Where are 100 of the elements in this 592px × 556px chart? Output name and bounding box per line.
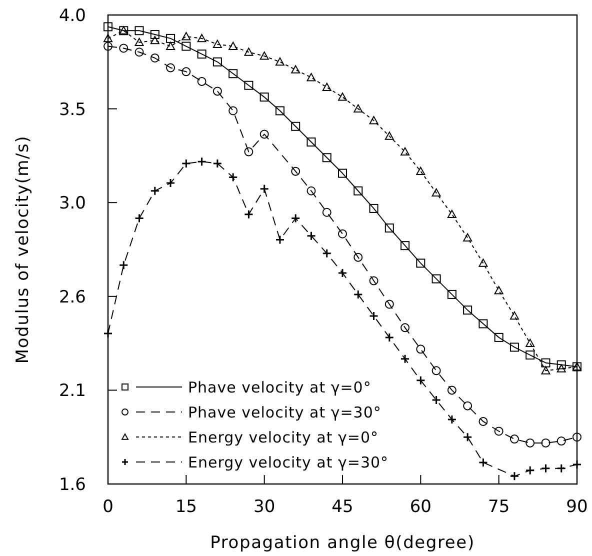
point <box>119 44 128 53</box>
point <box>556 360 566 370</box>
x-tick-label: 15 <box>175 497 197 517</box>
point <box>166 42 176 50</box>
point <box>150 53 160 62</box>
point <box>400 354 410 364</box>
x-axis-title: Propagation angle θ(degree) <box>210 533 475 553</box>
point <box>369 116 378 124</box>
point <box>322 82 332 92</box>
point <box>572 432 582 442</box>
point <box>432 188 441 197</box>
point <box>212 40 222 48</box>
point <box>197 76 206 86</box>
point <box>244 80 254 90</box>
point <box>166 34 176 43</box>
point <box>244 210 254 220</box>
legend-label: Energy velocity at γ=0° <box>188 428 379 446</box>
point <box>354 186 363 196</box>
y-tick-label: 2.1 <box>58 381 86 402</box>
point <box>260 184 270 194</box>
point <box>478 416 488 426</box>
x-tick-label: 30 <box>254 497 276 517</box>
point <box>478 258 488 267</box>
y-tick-label: 4.0 <box>58 6 86 26</box>
point <box>150 30 160 40</box>
y-axis-title: Modulus of velocity(m/s) <box>13 135 33 364</box>
point <box>260 52 269 60</box>
point <box>494 426 504 436</box>
x-tick-label: 45 <box>332 497 354 517</box>
point <box>494 332 504 342</box>
point <box>322 208 332 217</box>
point <box>432 395 442 405</box>
point <box>400 147 410 156</box>
legend-label: Phave velocity at γ=0° <box>188 378 372 396</box>
point <box>354 104 363 112</box>
point <box>104 42 112 51</box>
point <box>150 36 160 44</box>
point <box>510 342 519 352</box>
point <box>275 106 284 116</box>
point <box>104 34 112 42</box>
point <box>526 338 535 347</box>
point <box>353 290 363 300</box>
point <box>104 22 112 32</box>
point <box>556 436 566 446</box>
point <box>384 224 394 233</box>
point <box>541 358 550 368</box>
point <box>118 260 128 270</box>
point <box>306 186 316 196</box>
point <box>384 300 394 309</box>
point <box>166 63 176 72</box>
point <box>134 26 144 36</box>
point <box>244 48 254 56</box>
point <box>432 366 441 376</box>
point <box>291 65 300 74</box>
point <box>447 290 456 299</box>
point <box>510 311 519 320</box>
point <box>197 34 206 42</box>
point <box>291 166 300 176</box>
point <box>556 464 566 474</box>
point <box>212 86 222 96</box>
point <box>556 364 566 372</box>
point <box>432 274 441 284</box>
point <box>322 153 332 162</box>
point <box>182 67 191 76</box>
point <box>416 166 426 176</box>
point <box>541 366 550 374</box>
point <box>510 434 519 444</box>
point <box>447 210 456 218</box>
x-tick-label: 90 <box>566 497 588 517</box>
point <box>182 32 191 40</box>
point <box>322 248 332 258</box>
y-tick-label: 3.5 <box>58 100 86 120</box>
legend-label: Phave velocity at γ=30° <box>188 403 382 422</box>
point <box>197 156 207 166</box>
y-tick-label: 1.6 <box>58 474 86 495</box>
point <box>384 132 394 140</box>
point <box>369 311 379 321</box>
point <box>447 414 457 424</box>
point <box>478 319 488 328</box>
point <box>150 186 160 196</box>
point <box>338 92 347 101</box>
point <box>260 92 269 102</box>
point <box>463 233 472 242</box>
point <box>228 106 238 116</box>
point <box>354 252 363 262</box>
point <box>134 48 144 57</box>
point <box>338 168 347 178</box>
point <box>338 268 348 278</box>
point <box>463 401 472 410</box>
point <box>212 57 222 66</box>
point <box>369 276 378 286</box>
point <box>416 258 426 268</box>
point <box>447 386 456 395</box>
point <box>462 432 472 442</box>
point <box>400 241 410 250</box>
legend-label: Energy velocity at γ=30° <box>188 453 389 472</box>
point <box>182 42 191 51</box>
point <box>338 229 347 238</box>
point <box>228 69 238 78</box>
point <box>181 158 191 168</box>
